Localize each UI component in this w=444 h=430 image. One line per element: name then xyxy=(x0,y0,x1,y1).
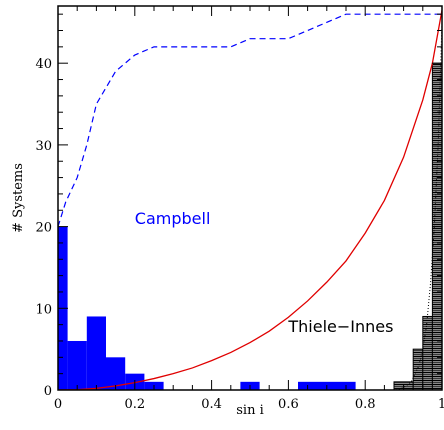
axes-frame xyxy=(57,5,443,391)
y-tick-label: 30 xyxy=(35,139,52,154)
red-curve-line xyxy=(58,9,442,390)
y-axis-title: # Systems xyxy=(11,163,26,233)
y-tick-label: 10 xyxy=(35,302,52,317)
y-tick-label: 40 xyxy=(35,57,52,72)
campbell-bar-3 xyxy=(106,357,126,390)
x-tick-label: 0 xyxy=(54,397,62,412)
x-tick-label: 0.2 xyxy=(124,397,145,412)
x-tick-label: 0.8 xyxy=(355,397,376,412)
y-tick-label: 20 xyxy=(35,221,52,236)
x-tick-label: 0.4 xyxy=(201,397,222,412)
x-tick-label: 1 xyxy=(438,397,444,412)
cumulative-dashed-line xyxy=(58,13,442,227)
thiele-innes-bar-2 xyxy=(422,315,433,391)
thiele-innes-annotation: Thiele−Innes xyxy=(287,317,393,336)
y-tick-label: 0 xyxy=(44,384,52,399)
x-tick-label: 0.6 xyxy=(278,397,299,412)
campbell-bar-2 xyxy=(86,316,106,390)
lines-layer xyxy=(58,9,442,390)
dotted-curve-line xyxy=(395,22,442,390)
thiele-innes-bar-1 xyxy=(412,348,424,391)
x-axis-title: sin i xyxy=(236,403,264,418)
campbell-annotation: Campbell xyxy=(135,209,211,228)
campbell-bar-1 xyxy=(67,340,87,390)
bars-layer xyxy=(58,62,443,391)
